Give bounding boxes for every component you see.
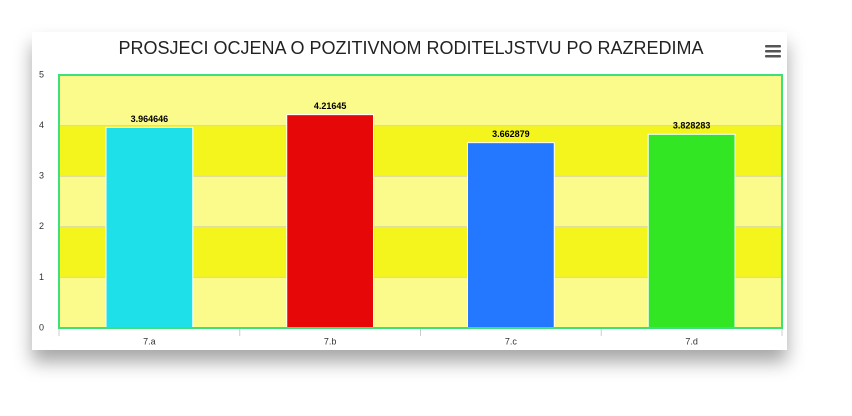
bar xyxy=(286,114,375,329)
data-label: 3.662879 xyxy=(492,129,530,139)
menu-icon[interactable] xyxy=(765,45,781,58)
x-tick-label: 7.d xyxy=(685,336,698,346)
y-tick-label: 3 xyxy=(39,171,44,181)
plot-border xyxy=(58,74,783,329)
bar xyxy=(105,126,194,329)
data-label: 3.964646 xyxy=(131,114,169,124)
x-tick-label: 7.b xyxy=(324,336,337,346)
y-tick-label: 5 xyxy=(39,69,44,79)
bar xyxy=(647,133,736,329)
y-tick-label: 0 xyxy=(39,322,44,332)
bar xyxy=(466,142,555,329)
plot-area: 0 1 2 3 4 5 7.a 3.964646 7.b 4.21645 7.c 3.662879 7.… xyxy=(39,69,783,346)
chart-title: PROSJECI OCJENA O POZITIVNOM RODITELJSTV… xyxy=(118,38,703,58)
data-label: 3.828283 xyxy=(673,121,711,131)
x-tick-label: 7.a xyxy=(143,336,156,346)
x-tick-label: 7.c xyxy=(505,336,518,346)
y-tick-label: 2 xyxy=(39,221,44,231)
y-tick-label: 4 xyxy=(39,120,44,130)
data-label: 4.21645 xyxy=(314,101,347,111)
plot-band xyxy=(59,75,782,126)
y-tick-label: 1 xyxy=(39,272,44,282)
